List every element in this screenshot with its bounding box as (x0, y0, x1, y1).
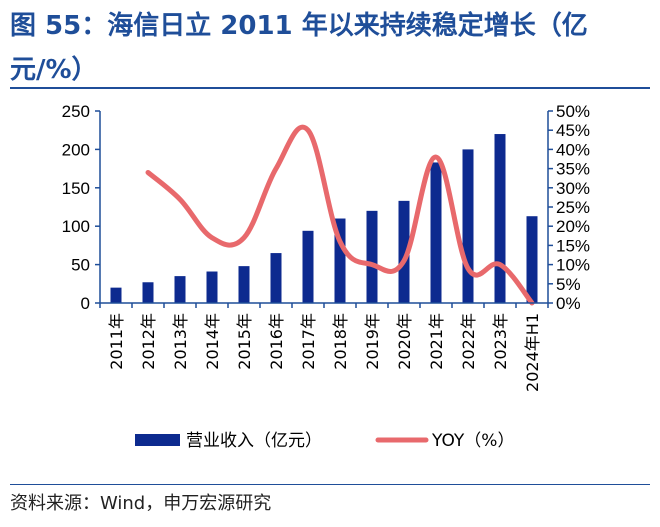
x-tick-label: 2019年 (363, 313, 382, 370)
revenue-bar (462, 149, 474, 303)
legend-bar-swatch (135, 434, 180, 446)
right-tick-label: 0% (556, 294, 581, 313)
legend-bar-label: 营业收入（亿元） (186, 431, 322, 451)
x-tick-label: 2020年 (395, 313, 414, 370)
revenue-bar (526, 216, 538, 303)
legend: 营业收入（亿元） YOY（%） (135, 431, 514, 451)
x-tick-label: 2021年 (427, 313, 446, 370)
revenue-bar (238, 266, 250, 303)
source-note: 资料来源：Wind，申万宏源研究 (10, 493, 272, 514)
chart-area: 0 50 100 150 200 250 0%5%10%15%20%25%30%35%40… (62, 102, 590, 451)
revenue-bar (334, 218, 346, 303)
x-tick-label: 2012年 (139, 313, 158, 370)
x-tick-label: 2018年 (331, 313, 350, 370)
revenue-bar (142, 282, 154, 303)
left-tick-label: 100 (62, 217, 90, 236)
legend-line-label: YOY（%） (431, 431, 514, 451)
revenue-bar (366, 210, 378, 303)
x-tick-label: 2024年H1 (523, 313, 542, 392)
left-tick-label: 200 (62, 140, 90, 159)
x-tick-label: 2013年 (171, 313, 190, 370)
left-tick-label: 50 (71, 256, 90, 275)
revenue-bar (174, 276, 186, 303)
yoy-line (145, 124, 535, 306)
right-tick-label: 30% (556, 179, 590, 198)
x-tick-label: 2023年 (491, 313, 510, 370)
revenue-bar (494, 134, 506, 303)
source-divider (10, 484, 650, 485)
revenue-bar (430, 162, 442, 303)
x-tick-label: 2016年 (267, 313, 286, 370)
revenue-bar (302, 230, 314, 303)
revenue-bar (110, 287, 122, 303)
x-tick-label: 2017年 (299, 313, 318, 370)
right-tick-label: 25% (556, 198, 590, 217)
right-tick-label: 20% (556, 217, 590, 236)
right-tick-label: 5% (556, 275, 581, 294)
x-tick-label: 2011年 (107, 313, 126, 370)
left-tick-label: 150 (62, 179, 90, 198)
x-tick-label: 2014年 (203, 313, 222, 370)
revenue-bar (398, 200, 410, 303)
left-tick-label: 0 (81, 294, 90, 313)
title-divider (10, 87, 650, 89)
revenue-bar (206, 271, 218, 303)
left-tick-label: 250 (62, 102, 90, 121)
x-tick-label: 2015年 (235, 313, 254, 370)
x-tick-label: 2022年 (459, 313, 478, 370)
revenue-bar (270, 253, 282, 303)
right-tick-label: 50% (556, 102, 590, 121)
right-tick-label: 15% (556, 236, 590, 255)
right-tick-label: 10% (556, 256, 590, 275)
right-tick-label: 45% (556, 121, 590, 140)
right-tick-label: 35% (556, 160, 590, 179)
right-tick-label: 40% (556, 140, 590, 159)
chart-title: 图 55：海信日立 2011 年以来持续稳定增长（亿元/%） (10, 11, 588, 85)
